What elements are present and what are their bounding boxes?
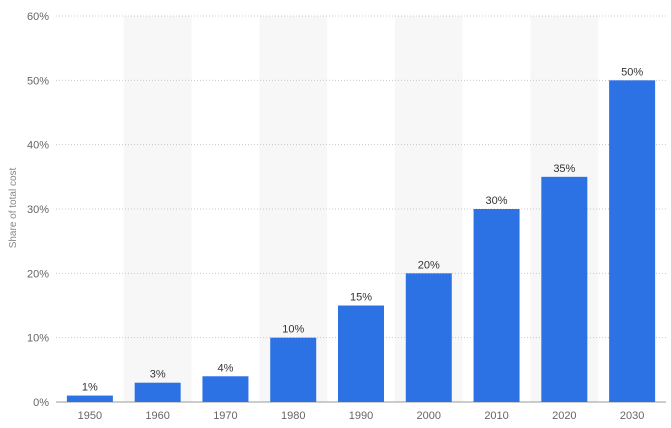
data-label: 30% <box>486 195 508 207</box>
y-tick-label: 10% <box>27 333 49 345</box>
bar <box>134 382 181 402</box>
x-tick-label: 2000 <box>417 410 441 422</box>
data-label: 20% <box>418 259 440 271</box>
data-labels: 1% 3% 4% 10% 15% 20% 30% 35% 50% <box>82 66 643 393</box>
data-label: 35% <box>553 163 575 175</box>
data-label: 4% <box>217 362 233 374</box>
data-label: 50% <box>621 66 643 78</box>
bars <box>66 80 656 402</box>
x-tick-label: 1970 <box>213 410 237 422</box>
x-tick-label: 1980 <box>281 410 305 422</box>
bar <box>66 395 113 402</box>
y-tick-label: 50% <box>27 75 49 87</box>
data-label: 15% <box>350 292 372 304</box>
y-tick-label: 0% <box>33 397 49 409</box>
x-tick-label: 2010 <box>484 410 508 422</box>
y-axis-ticks: 0% 10% 20% 30% 40% 50% 60% <box>27 11 49 409</box>
x-tick-label: 1950 <box>78 410 102 422</box>
y-tick-label: 40% <box>27 140 49 152</box>
y-tick-label: 20% <box>27 268 49 280</box>
bar <box>473 209 520 402</box>
bar <box>541 176 588 402</box>
x-tick-label: 2030 <box>620 410 644 422</box>
background-band <box>123 16 192 402</box>
x-tick-label: 1990 <box>349 410 373 422</box>
data-label: 1% <box>82 382 98 394</box>
data-label: 10% <box>282 324 304 336</box>
y-tick-label: 30% <box>27 204 49 216</box>
y-tick-label: 60% <box>27 11 49 23</box>
bar <box>405 273 452 402</box>
x-axis-ticks: 1950 1960 1970 1980 1990 2000 2010 2020 2030 <box>78 410 645 422</box>
bar <box>338 305 384 402</box>
y-axis-title: Share of total cost <box>8 167 19 248</box>
data-label: 3% <box>150 369 166 381</box>
x-tick-label: 2020 <box>552 410 576 422</box>
x-tick-label: 1960 <box>145 410 169 422</box>
bar <box>270 337 317 402</box>
bar <box>202 376 249 402</box>
bar <box>609 80 656 402</box>
